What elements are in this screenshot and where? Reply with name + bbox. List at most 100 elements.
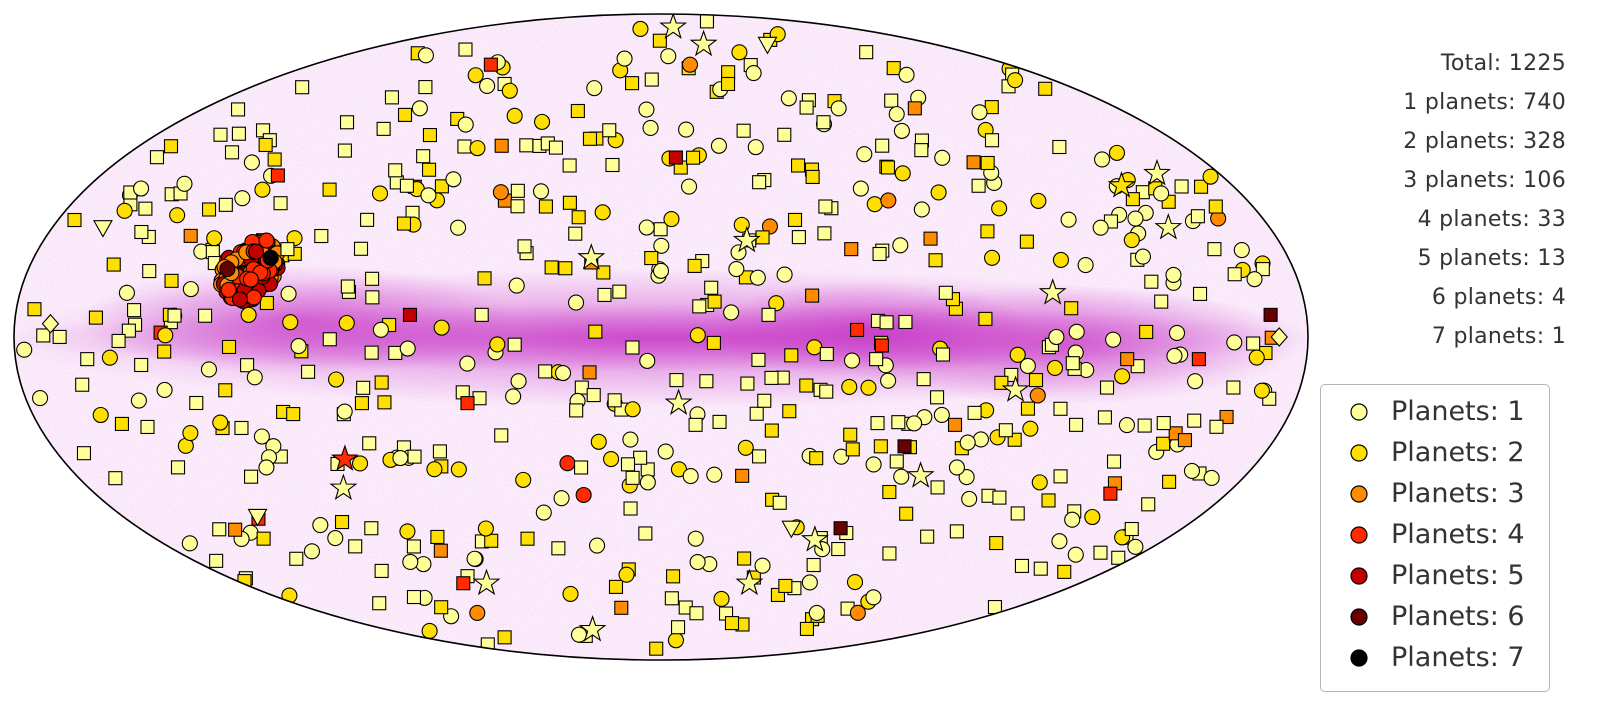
planet-marker-1 <box>689 29 718 57</box>
planet-marker <box>571 210 586 225</box>
planet-marker <box>1153 185 1170 202</box>
planet-marker <box>930 184 947 201</box>
planet-marker <box>784 348 799 363</box>
planet-marker <box>457 139 472 154</box>
planet-marker <box>1052 139 1067 155</box>
legend-label-2: Planets: 2 <box>1391 437 1525 468</box>
planet-marker-1 <box>118 284 135 301</box>
planet-marker <box>1193 179 1209 194</box>
planet-marker <box>806 557 821 573</box>
planet-marker <box>706 335 721 350</box>
planet-marker <box>841 378 858 395</box>
legend-item-4: Planets: 4 <box>1321 514 1549 555</box>
planet-count-summary: Total: 1225 1 planets: 740 2 planets: 32… <box>1403 44 1566 356</box>
planet-marker <box>240 358 255 373</box>
planet-marker <box>670 620 686 635</box>
planet-marker <box>632 20 649 38</box>
planet-marker-2 <box>873 439 888 454</box>
planet-marker <box>116 202 133 219</box>
planet-marker <box>978 311 993 326</box>
planet-marker <box>434 179 449 194</box>
planet-marker <box>605 157 620 173</box>
planet-marker <box>422 162 437 177</box>
planet-marker-1 <box>735 568 764 596</box>
planet-marker <box>282 314 299 331</box>
planet-marker <box>506 107 523 124</box>
planet-marker <box>290 338 307 355</box>
planet-marker <box>653 222 668 237</box>
planet-marker <box>322 182 337 197</box>
planet-marker <box>594 204 611 221</box>
planet-marker <box>1064 301 1079 316</box>
planet-marker-3 <box>844 242 859 257</box>
legend-marker-1 <box>1350 402 1368 421</box>
planet-marker <box>1111 550 1126 565</box>
legend-item-5: Planets: 5 <box>1321 555 1549 596</box>
planet-marker <box>692 299 707 314</box>
planet-marker-4 <box>460 396 475 411</box>
planet-marker <box>856 146 873 163</box>
planet-marker <box>267 152 282 167</box>
planet-marker <box>466 550 483 567</box>
planet-marker <box>515 471 532 488</box>
planet-marker <box>201 202 217 217</box>
planet-marker <box>865 589 882 606</box>
planet-marker <box>415 556 432 573</box>
planet-marker <box>799 378 814 393</box>
planet-marker-1 <box>781 520 802 539</box>
planet-marker <box>602 123 617 138</box>
planet-marker <box>519 138 534 153</box>
planet-marker-4 <box>456 576 471 591</box>
planet-marker <box>764 423 779 438</box>
planet-marker <box>1053 401 1068 416</box>
planet-marker <box>548 140 563 155</box>
planet-marker <box>805 288 820 303</box>
planet-marker-1 <box>818 199 833 214</box>
planet-marker <box>751 352 766 367</box>
planet-marker <box>882 546 897 561</box>
planet-marker-3 <box>907 101 922 116</box>
planet-marker <box>492 184 509 201</box>
planet-marker <box>879 315 894 330</box>
count-2-planets: 2 planets: 328 <box>1403 129 1566 154</box>
planet-marker <box>880 192 897 209</box>
legend-item-3: Planets: 3 <box>1321 473 1549 514</box>
planet-marker <box>891 415 906 430</box>
planet-marker <box>1141 497 1156 512</box>
planet-marker <box>1038 81 1053 96</box>
planet-marker <box>967 405 982 420</box>
planet-marker <box>916 372 931 387</box>
planet-marker <box>935 347 951 362</box>
planet-marker <box>1226 380 1241 395</box>
planet-marker <box>544 260 559 275</box>
planet-marker <box>1162 474 1177 489</box>
planet-marker <box>445 171 462 188</box>
planet-marker <box>728 260 745 278</box>
planet-marker <box>733 216 750 233</box>
planet-marker <box>312 516 329 534</box>
planet-marker <box>376 121 391 136</box>
planet-marker <box>1046 359 1064 377</box>
planet-marker <box>510 199 525 214</box>
planet-marker <box>510 183 525 198</box>
planet-marker-3 <box>735 468 750 483</box>
planet-marker <box>805 169 820 184</box>
planet-marker <box>809 451 824 466</box>
planet-marker <box>134 357 149 373</box>
planet-marker <box>1094 151 1111 168</box>
planet-marker <box>364 345 379 360</box>
planet-marker <box>625 76 640 91</box>
planet-marker <box>231 126 246 141</box>
planet-marker <box>494 428 509 443</box>
planet-marker <box>1114 368 1131 385</box>
planet-marker <box>1227 267 1242 282</box>
planet-marker-1 <box>474 307 489 322</box>
planet-marker <box>586 388 601 403</box>
planet-marker <box>1144 274 1159 289</box>
planet-marker <box>388 163 403 178</box>
planet-marker <box>467 67 484 84</box>
planet-marker <box>1255 262 1270 277</box>
planet-marker <box>880 372 897 389</box>
planet-marker-1 <box>757 36 778 55</box>
